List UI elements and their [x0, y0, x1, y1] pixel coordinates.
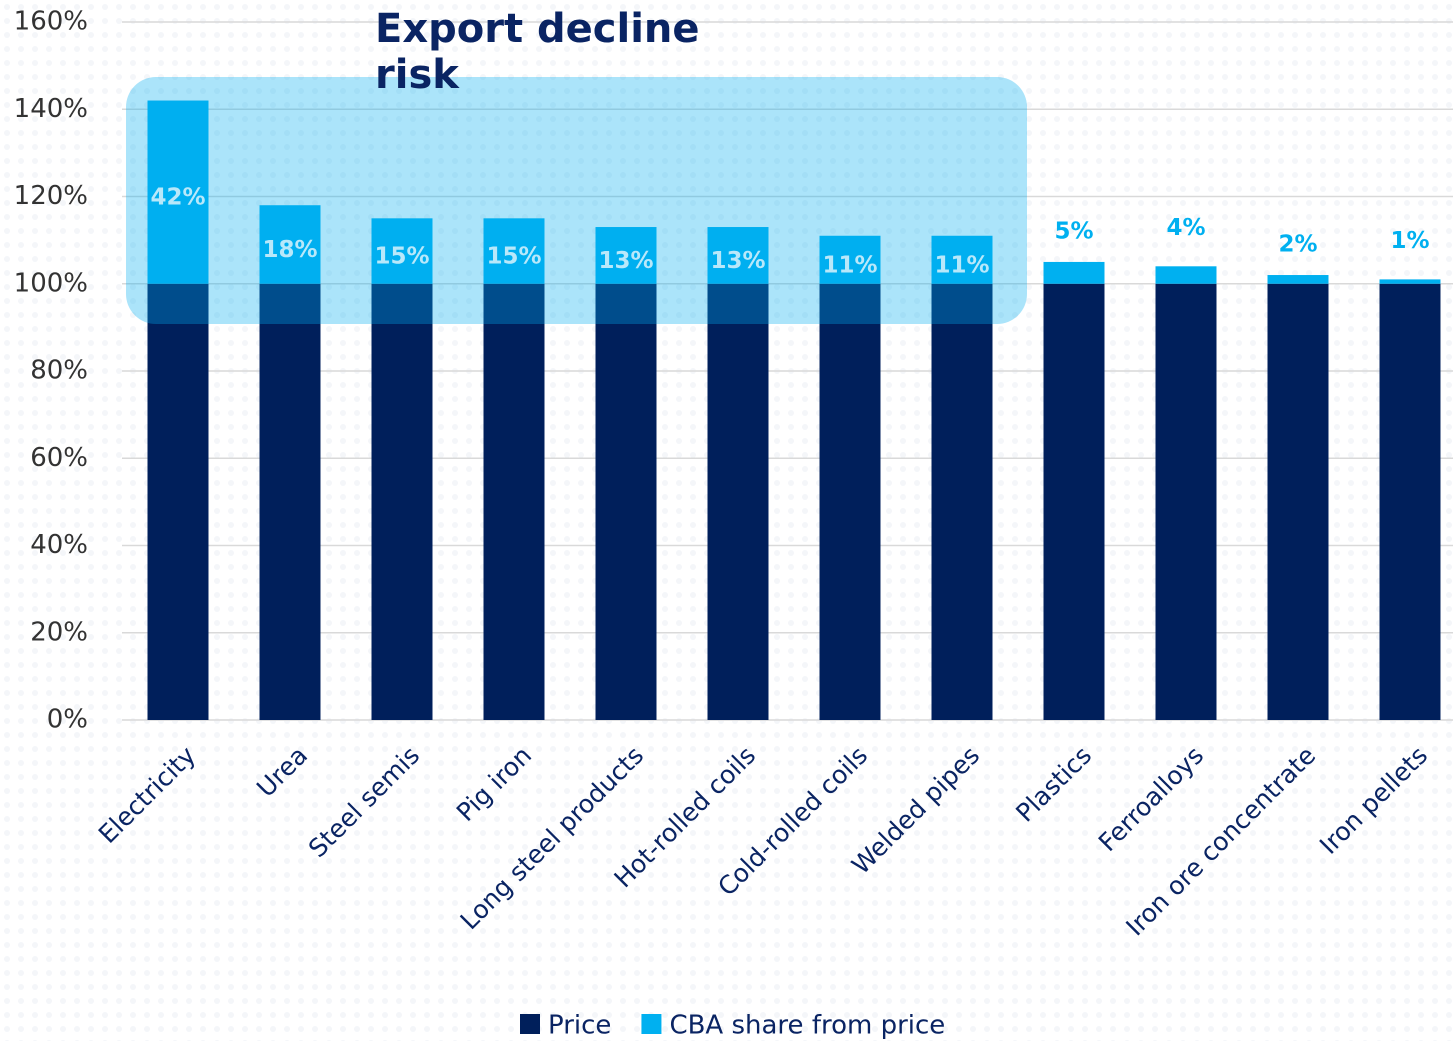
- bar-segment: [931, 235, 993, 284]
- y-tick-label: 160%: [14, 7, 88, 37]
- y-tick-label: 140%: [14, 94, 88, 124]
- data-label: 15%: [486, 244, 541, 270]
- data-label: 2%: [1278, 232, 1317, 258]
- y-tick-label: 60%: [30, 443, 88, 473]
- data-label: 42%: [150, 185, 205, 211]
- y-tick-label: 0%: [47, 705, 88, 735]
- y-tick-label: 120%: [14, 181, 88, 211]
- y-tick-label: 80%: [30, 356, 88, 386]
- bar-segment: [259, 205, 321, 284]
- bar-segment: [371, 283, 433, 720]
- bar-segment: [259, 283, 321, 720]
- highlight-box: [126, 77, 1027, 324]
- legend-swatch: [520, 1014, 540, 1034]
- data-label: 13%: [710, 248, 765, 274]
- bar-segment: [1379, 283, 1441, 720]
- data-label: 18%: [262, 237, 317, 263]
- legend-label: CBA share from price: [669, 1011, 945, 1041]
- bar-segment: [707, 227, 769, 284]
- legend-swatch: [641, 1014, 662, 1034]
- y-tick-label: 100%: [14, 268, 88, 298]
- bar-segment: [1379, 279, 1441, 284]
- bar-segment: [595, 227, 657, 284]
- data-label: 11%: [934, 252, 989, 278]
- bar-segment: [1155, 266, 1217, 284]
- bar-segment: [483, 283, 545, 720]
- data-label: 13%: [598, 248, 653, 274]
- bar-segment: [931, 283, 993, 720]
- bar-segment: [1043, 261, 1105, 284]
- bar-segment: [147, 100, 209, 284]
- bar-segment: [1043, 283, 1105, 720]
- bar-segment: [1267, 275, 1329, 284]
- data-label: 15%: [374, 244, 429, 270]
- bar-segment: [1155, 283, 1217, 720]
- bar-segment: [819, 235, 881, 284]
- y-tick-label: 40%: [30, 530, 88, 560]
- bar-segment: [819, 283, 881, 720]
- bar-segment: [1267, 283, 1329, 720]
- legend-label: Price: [548, 1011, 611, 1041]
- data-label: 4%: [1166, 215, 1205, 241]
- data-label: 1%: [1390, 228, 1429, 254]
- bar-segment: [371, 218, 433, 284]
- y-tick-label: 20%: [30, 617, 88, 647]
- bar-segment: [483, 218, 545, 284]
- bar-segment: [595, 283, 657, 720]
- bar-segment: [147, 283, 209, 720]
- bar-segment: [707, 283, 769, 720]
- data-label: 11%: [822, 252, 877, 278]
- annotation: Export decline risk: [375, 6, 700, 98]
- data-label: 5%: [1054, 218, 1093, 244]
